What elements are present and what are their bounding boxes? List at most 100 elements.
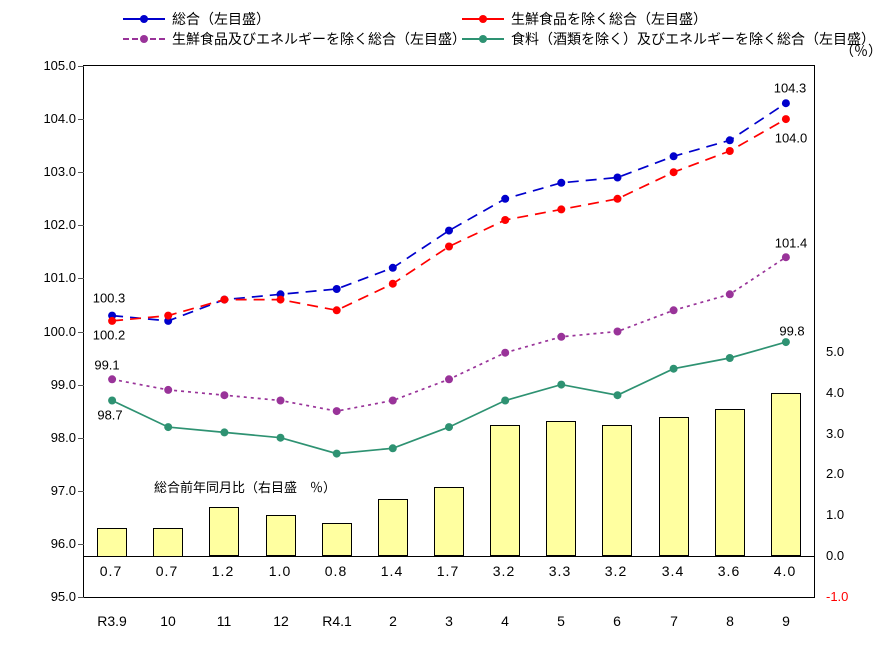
y-axis-tick: [78, 66, 84, 67]
y-axis-tick: [78, 225, 84, 226]
bar-value-label: 3.3: [548, 563, 572, 579]
bar-value-label: 4.0: [773, 563, 797, 579]
data-point-marker: [220, 428, 229, 437]
data-point-marker: [501, 396, 510, 405]
y-axis-tick: [78, 491, 84, 492]
data-label: 104.0: [774, 130, 808, 146]
y-axis-tick: [78, 278, 84, 279]
bar-value-label: 1.4: [380, 563, 404, 579]
legend-label: 生鮮食品及びエネルギーを除く総合（左目盛）: [172, 31, 466, 47]
data-point-marker: [332, 285, 341, 293]
data-point-marker: [332, 306, 341, 315]
data-point-marker: [557, 178, 566, 187]
data-point-marker: [108, 316, 117, 325]
data-point-marker: [332, 407, 341, 416]
data-point-marker: [669, 364, 678, 373]
bar-value-label: 3.2: [492, 563, 516, 579]
bar: [322, 523, 352, 556]
bar: [97, 528, 127, 557]
left-axis-tick-label: 102.0: [43, 217, 76, 232]
y-axis-tick: [78, 438, 84, 439]
data-label: 99.1: [94, 357, 120, 373]
data-label: 98.7: [97, 407, 123, 423]
data-point-marker: [557, 205, 566, 214]
line-series-3: [111, 341, 787, 455]
bar-value-label: 0.8: [324, 563, 348, 579]
legend-line-sample-icon: [123, 15, 165, 23]
bar: [546, 421, 576, 556]
x-axis-label: 6: [613, 613, 621, 629]
data-point-marker: [220, 295, 229, 304]
bar-value-label: 3.6: [717, 563, 741, 579]
y-axis-tick: [78, 385, 84, 386]
x-axis-label: R3.9: [97, 613, 127, 629]
y-axis-tick: [78, 544, 84, 545]
y-axis-tick: [78, 119, 84, 120]
bar: [490, 425, 520, 556]
data-point-marker: [164, 423, 173, 432]
bar: [209, 507, 239, 556]
data-point-marker: [501, 348, 510, 357]
bar: [153, 528, 183, 557]
data-point-marker: [108, 375, 117, 384]
data-point-marker: [613, 194, 622, 203]
data-point-marker: [781, 253, 790, 262]
bar-value-label: 1.0: [268, 563, 292, 579]
left-axis-tick-label: 101.0: [43, 270, 76, 285]
bar-value-label: 3.4: [661, 563, 685, 579]
data-point-marker: [781, 115, 790, 124]
x-axis-label: 3: [445, 613, 453, 629]
left-axis-tick-label: 99.0: [50, 377, 76, 392]
legend-item-ex-food-energy: 食料（酒類を除く）及びエネルギーを除く総合（左目盛）: [462, 31, 875, 47]
bar-value-label: 1.7: [436, 563, 460, 579]
right-axis-zero-line: [84, 556, 814, 557]
data-point-marker: [501, 216, 510, 224]
line-series-layer: [108, 99, 790, 458]
y-axis-tick: [78, 597, 84, 598]
x-axis-label: 11: [216, 613, 232, 629]
x-axis-label: 5: [557, 613, 565, 629]
legend-item-ex-fresh-food-energy: 生鮮食品及びエネルギーを除く総合（左目盛）: [123, 31, 466, 47]
y-axis-tick: [78, 172, 84, 173]
y-axis-tick: [78, 332, 84, 333]
x-axis-label: 2: [389, 613, 397, 629]
data-point-marker: [725, 136, 734, 145]
legend-item-ex-fresh-food: 生鮮食品を除く総合（左目盛）: [462, 11, 707, 27]
data-point-marker: [725, 147, 734, 155]
right-axis-tick-label: 4.0: [826, 385, 845, 400]
data-point-marker: [445, 242, 453, 251]
bar-value-label: 0.7: [155, 563, 179, 579]
data-point-marker: [669, 168, 678, 177]
data-label: 101.4: [774, 235, 808, 251]
data-point-marker: [388, 444, 397, 453]
x-axis-label: 9: [782, 613, 790, 629]
left-axis-tick-label: 97.0: [50, 483, 76, 498]
bar: [434, 487, 464, 556]
data-point-marker: [220, 391, 229, 400]
data-point-marker: [501, 194, 510, 203]
line-series-0: [112, 102, 787, 322]
line-series-1: [112, 118, 787, 322]
line-series-2: [111, 256, 787, 412]
legend-item-all-items: 総合（左目盛）: [123, 11, 270, 27]
data-point-marker: [276, 396, 285, 405]
data-point-marker: [613, 391, 622, 400]
data-point-marker: [276, 295, 285, 304]
x-axis-label: 12: [273, 613, 289, 629]
data-point-marker: [613, 173, 622, 182]
data-label: 104.3: [773, 80, 807, 96]
data-point-marker: [725, 354, 734, 362]
legend-line-sample-icon: [462, 15, 504, 23]
left-axis-tick-label: 104.0: [43, 111, 76, 126]
x-axis-label: 10: [160, 613, 176, 629]
plot-area: 総合前年同月比（右目盛 ％） 0.7 0.7 1.2 1.0 0.8 1.4 1.7 3.2 3…: [43, 59, 848, 630]
bar: [266, 515, 296, 556]
right-axis-tick-label: 5.0: [826, 344, 845, 359]
right-axis-tick-label: 1.0: [826, 507, 845, 522]
legend-line-sample-icon: [462, 35, 504, 43]
x-axis-label: 8: [726, 613, 734, 629]
left-axis-tick-label: 95.0: [50, 589, 76, 604]
data-point-marker: [164, 385, 173, 394]
data-point-marker: [445, 375, 453, 384]
